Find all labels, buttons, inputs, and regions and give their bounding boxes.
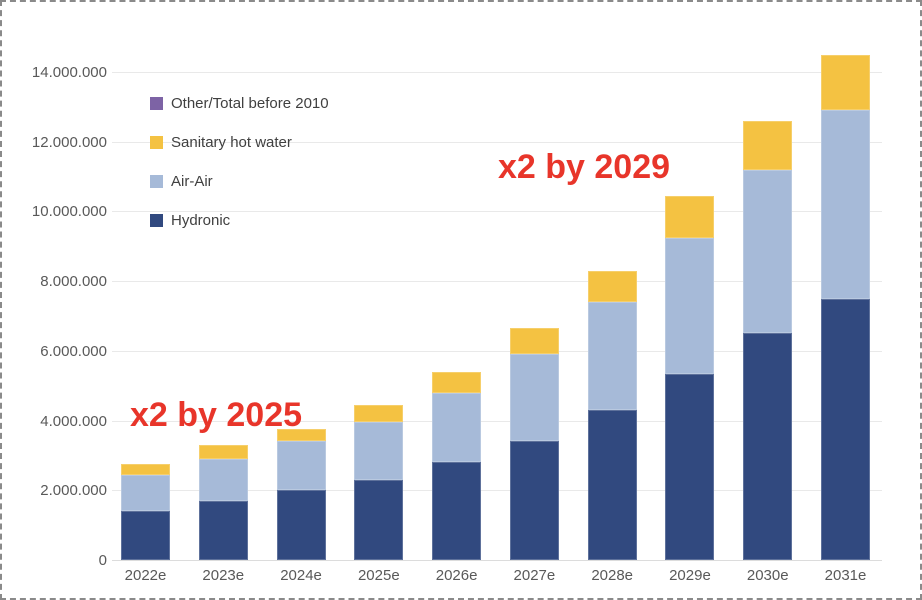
- y-tick-label: 6.000.000: [40, 342, 107, 360]
- bar-segment-2022e-sanitary-hot-water: [121, 464, 170, 475]
- y-tick-label: 4.000.000: [40, 412, 107, 430]
- gridline-8.000.000: [112, 281, 882, 283]
- x-tick-label-2026e: 2026e: [435, 567, 478, 584]
- bar-segment-2028e-hydronic: [587, 410, 637, 560]
- bar-segment-2023e-air-air: [198, 458, 248, 501]
- bar-segment-2022e-hydronic: [121, 511, 170, 560]
- y-tick-label: 14.000.000: [31, 64, 107, 81]
- bar-segment-2031e-air-air: [821, 110, 871, 299]
- x-tick-label-2024e: 2024e: [280, 567, 322, 584]
- gridline-6.000.000: [112, 350, 882, 352]
- bar-segment-2024e-sanitary-hot-water: [276, 429, 326, 442]
- y-tick-label: 8.000.000: [40, 273, 107, 291]
- bar-segment-2026e-sanitary-hot-water: [432, 371, 482, 393]
- bar-segment-2027e-air-air: [509, 354, 559, 442]
- legend-label-hydronic: Hydronic: [171, 211, 231, 229]
- x-tick-label-2029e: 2029e: [669, 567, 711, 584]
- bar-segment-2024e-hydronic: [276, 490, 326, 560]
- legend-label-other: Other/Total before 2010: [171, 94, 329, 112]
- y-tick-label: 10.000.000: [31, 203, 107, 221]
- x-tick-label-2023e: 2023e: [202, 567, 245, 584]
- bar-segment-2031e-hydronic: [821, 298, 871, 560]
- y-tick-label: 2.000.000: [40, 482, 107, 500]
- legend-swatch-hydronic: [150, 213, 163, 227]
- legend-label-air-air: Air-Air: [171, 172, 213, 190]
- gridline-14.000.000: [112, 72, 882, 73]
- legend-item-sanitary: Sanitary hot water: [150, 133, 329, 151]
- x-tick-label-2022e: 2022e: [124, 567, 167, 584]
- bar-segment-2030e-sanitary-hot-water: [743, 120, 793, 170]
- annotation-x2-by-2025: x2 by 2025: [130, 396, 303, 434]
- bar-segment-2027e-sanitary-hot-water: [509, 328, 559, 355]
- bar-segment-2030e-hydronic: [743, 333, 793, 560]
- legend-swatch-sanitary: [150, 135, 163, 149]
- bar-segment-2024e-air-air: [276, 441, 326, 491]
- chart-legend: Other/Total before 2010 Sanitary hot wat…: [150, 94, 329, 229]
- legend-swatch-other: [150, 96, 163, 110]
- bar-segment-2026e-air-air: [432, 392, 482, 463]
- gridline-2.000.000: [112, 490, 882, 492]
- legend-item-air-air: Air-Air: [150, 172, 329, 190]
- gridline-10.000.000: [112, 211, 882, 213]
- bar-segment-2023e-sanitary-hot-water: [198, 444, 248, 459]
- bar-segment-2029e-hydronic: [665, 373, 715, 560]
- x-tick-label-2025e: 2025e: [357, 567, 400, 584]
- bar-segment-2031e-sanitary-hot-water: [821, 54, 871, 111]
- bar-segment-2025e-sanitary-hot-water: [354, 404, 404, 423]
- bar-segment-2023e-hydronic: [198, 500, 248, 560]
- x-tick-label-2027e: 2027e: [513, 567, 556, 584]
- gridline-12.000.000: [112, 141, 882, 143]
- x-tick-label-2031e: 2031e: [824, 567, 867, 584]
- bar-segment-2027e-hydronic: [509, 441, 559, 560]
- x-tick-label-2030e: 2030e: [746, 567, 789, 584]
- legend-label-sanitary: Sanitary hot water: [171, 133, 292, 151]
- y-tick-label: 0: [98, 552, 107, 569]
- x-tick-label-2028e: 2028e: [591, 567, 634, 584]
- bar-segment-2028e-sanitary-hot-water: [587, 270, 637, 303]
- legend-item-other: Other/Total before 2010: [150, 94, 329, 112]
- gridline-4.000.000: [112, 420, 882, 422]
- bar-segment-2029e-air-air: [665, 237, 715, 374]
- y-tick-label: 12.000.000: [31, 133, 107, 151]
- bar-segment-2028e-air-air: [587, 302, 637, 411]
- bar-segment-2025e-air-air: [354, 422, 404, 480]
- gridline-0: [112, 560, 882, 561]
- legend-swatch-air-air: [150, 174, 163, 188]
- bar-segment-2029e-sanitary-hot-water: [665, 195, 715, 238]
- bar-segment-2026e-hydronic: [432, 462, 482, 560]
- bar-segment-2025e-hydronic: [354, 479, 404, 560]
- bar-segment-2022e-air-air: [121, 474, 170, 512]
- annotation-x2-by-2029: x2 by 2029: [498, 148, 671, 186]
- legend-item-hydronic: Hydronic: [150, 211, 329, 229]
- bar-segment-2030e-air-air: [743, 169, 793, 334]
